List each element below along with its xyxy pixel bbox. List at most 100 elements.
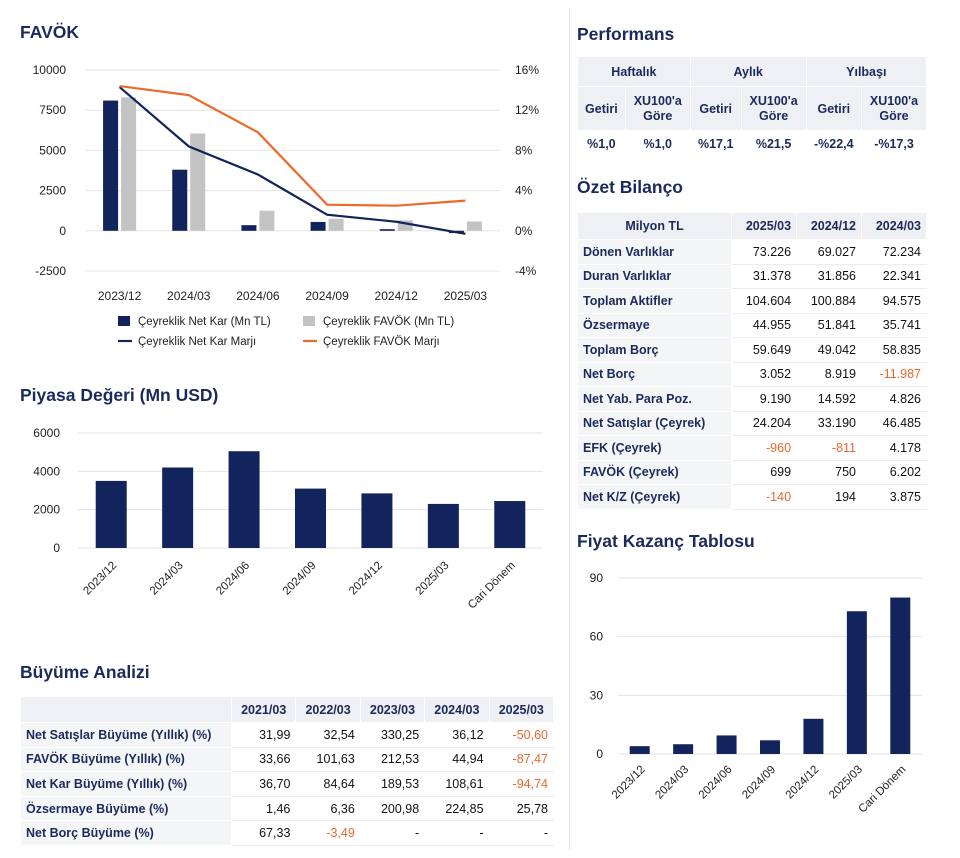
bilanco-cell: 31.856 xyxy=(796,263,862,289)
bilanco-cell: 72.234 xyxy=(861,239,927,265)
piyasa-chart: 6000 4000 2000 0 2023/12 2024/03 2024/06 2024/0… xyxy=(33,426,543,612)
net-kar-bar xyxy=(310,221,326,231)
bilanco-cell: 8.919 xyxy=(796,361,862,387)
y-tick-right: 12% xyxy=(515,103,539,117)
bilanco-row-label: EFK (Çeyrek) xyxy=(576,435,733,461)
x-tick: 2024/09 xyxy=(305,289,349,303)
bar xyxy=(427,503,459,548)
bilanco-row-label: Net Borç xyxy=(576,361,733,387)
favok-bar xyxy=(190,133,206,231)
x-tick: 2024/03 xyxy=(148,560,186,598)
x-tick: 2025/03 xyxy=(444,289,488,303)
buyume-cell: 224,85 xyxy=(424,795,490,822)
x-tick: 2025/03 xyxy=(827,764,865,802)
bilanco-row: Net Satışlar (Çeyrek) 24.204 33.190 46.485 xyxy=(576,410,927,436)
bar xyxy=(228,451,260,548)
buyume-corner xyxy=(20,696,232,723)
bilanco-header: Milyon TL xyxy=(576,212,733,240)
buyume-cell: - xyxy=(488,820,555,846)
buyume-cell: 108,61 xyxy=(424,771,490,797)
y-tick: 60 xyxy=(590,630,604,644)
column-divider xyxy=(569,8,570,850)
bar xyxy=(494,501,526,548)
bilanco-header: 2024/12 xyxy=(796,212,862,240)
bilanco-row: Toplam Borç 59.649 49.042 58.835 xyxy=(576,337,927,363)
favok-title: FAVÖK xyxy=(20,22,79,42)
buyume-cell: 36,12 xyxy=(424,722,490,748)
legend-label: Çeyreklik FAVÖK Marjı xyxy=(323,336,440,348)
y-tick: 90 xyxy=(590,571,604,585)
bilanco-cell: 14.592 xyxy=(796,386,862,412)
buyume-cell: 44,94 xyxy=(424,746,490,773)
bilanco-header: 2024/03 xyxy=(861,212,927,240)
x-tick: Cari Dönem xyxy=(857,764,909,816)
buyume-header: 2021/03 xyxy=(230,696,297,723)
bilanco-row: Duran Varlıklar 31.378 31.856 22.341 xyxy=(576,263,927,289)
bilanco-cell: 3.052 xyxy=(731,361,798,387)
legend-label: Çeyreklik Net Kar (Mn TL) xyxy=(138,316,271,328)
fk-title: Fiyat Kazanç Tablosu xyxy=(577,531,755,551)
perf-subheader: Getiri xyxy=(689,86,742,131)
legend-label: Çeyreklik Net Kar Marjı xyxy=(138,336,256,348)
buyume-row-label: Net Borç Büyüme (%) xyxy=(20,820,232,846)
buyume-row: Net Kar Büyüme (Yıllık) (%) 36,70 84,64 189… xyxy=(20,771,555,797)
bilanco-cell: 51.841 xyxy=(796,312,862,338)
bilanco-row-label: FAVÖK (Çeyrek) xyxy=(576,459,733,485)
bilanco-cell: 33.190 xyxy=(796,410,862,436)
favok-marji-line xyxy=(119,84,466,207)
bilanco-cell: 49.042 xyxy=(796,337,862,363)
buyume-header: 2025/03 xyxy=(488,696,555,723)
bilanco-row-label: Dönen Varlıklar xyxy=(576,239,733,265)
buyume-cell: 330,25 xyxy=(359,722,426,748)
bilanco-row-label: Toplam Borç xyxy=(576,337,733,363)
bilanco-cell: 4.826 xyxy=(861,386,927,412)
legend-label: Çeyreklik FAVÖK (Mn TL) xyxy=(323,316,454,328)
x-tick: Cari Dönem xyxy=(466,560,518,612)
buyume-cell: -87,47 xyxy=(488,746,555,773)
bar xyxy=(803,718,824,754)
performans-table: Haftalık Aylık Yılbaşı Getiri XU100'a Gö… xyxy=(577,56,928,158)
y-tick-left: 0 xyxy=(59,224,66,238)
bilanco-cell: 69.027 xyxy=(796,239,862,265)
net-kar-bar xyxy=(103,100,119,231)
bilanco-table: Milyon TL 2025/03 2024/12 2024/03 Dönen … xyxy=(576,212,927,510)
y-tick-right: 8% xyxy=(515,143,533,157)
bilanco-cell: 194 xyxy=(796,484,862,510)
perf-value: %17,1 xyxy=(689,130,742,158)
bilanco-cell: 24.204 xyxy=(731,410,798,436)
perf-subheader: XU100'a Göre xyxy=(624,86,691,131)
bilanco-row-label: Duran Varlıklar xyxy=(576,263,733,289)
bilanco-cell: 3.875 xyxy=(861,484,927,510)
buyume-cell: 1,46 xyxy=(230,795,297,822)
y-tick: 4000 xyxy=(33,464,60,478)
perf-value: %1,0 xyxy=(577,130,626,158)
bilanco-row: Özsermaye 44.955 51.841 35.741 xyxy=(576,312,927,338)
fk-chart: 90 60 30 0 2023/12 2024/03 2024/06 2024/09 2024/… xyxy=(590,571,922,816)
bilanco-cell: 22.341 xyxy=(861,263,927,289)
bilanco-cell: -140 xyxy=(731,484,798,510)
bilanco-cell: 699 xyxy=(731,459,798,485)
bilanco-cell: -960 xyxy=(731,435,798,461)
perf-value: %1,0 xyxy=(624,130,691,158)
buyume-row-label: Özsermaye Büyüme (%) xyxy=(20,795,232,822)
bar xyxy=(760,740,780,754)
x-tick: 2024/06 xyxy=(697,764,735,802)
perf-value: -%17,3 xyxy=(861,130,927,158)
legend-swatch xyxy=(118,316,130,326)
y-tick: 6000 xyxy=(33,426,60,440)
buyume-row: Özsermaye Büyüme (%) 1,46 6,36 200,98 224,85… xyxy=(20,795,555,822)
x-tick: 2024/03 xyxy=(653,764,691,802)
buyume-cell: -94,74 xyxy=(488,771,555,797)
x-tick: 2024/12 xyxy=(375,289,419,303)
bilanco-cell: 6.202 xyxy=(861,459,927,485)
y-tick-right: 16% xyxy=(515,63,539,77)
buyume-title: Büyüme Analizi xyxy=(20,662,150,682)
perf-subheader: XU100'a Göre xyxy=(740,86,807,131)
legend-swatch xyxy=(303,316,315,326)
bilanco-cell: 46.485 xyxy=(861,410,927,436)
x-tick: 2024/06 xyxy=(236,289,280,303)
bilanco-header: 2025/03 xyxy=(731,212,798,240)
buyume-row-label: FAVÖK Büyüme (Yıllık) (%) xyxy=(20,746,232,773)
bar xyxy=(629,746,650,754)
favok-bar xyxy=(259,210,275,231)
